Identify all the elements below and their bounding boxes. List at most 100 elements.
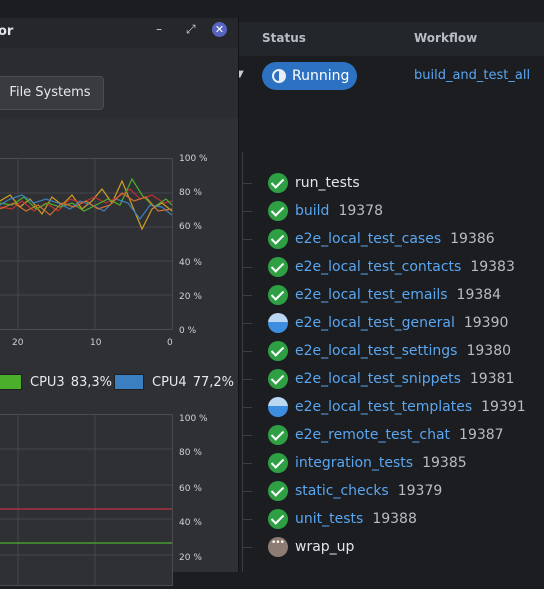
- job-row[interactable]: e2e_local_test_emails 19384: [242, 285, 501, 305]
- cpu-axis-label: 80 %: [179, 188, 202, 198]
- job-row[interactable]: integration_tests 19385: [242, 453, 467, 473]
- cpu-graph-svg: [0, 159, 173, 329]
- tree-connector: [242, 210, 252, 212]
- memory-axis-label: 100 %: [179, 414, 208, 424]
- job-row[interactable]: e2e_local_test_contacts 19383: [242, 257, 515, 277]
- time-axis-label: 0: [167, 338, 173, 348]
- job-row[interactable]: e2e_remote_test_chat 19387: [242, 425, 504, 445]
- tree-line: [242, 152, 243, 572]
- check-circle-icon: [268, 229, 288, 249]
- workflow-link[interactable]: build_and_test_all: [414, 68, 531, 83]
- memory-axis-label: 80 %: [179, 448, 202, 458]
- check-circle-icon: [268, 257, 288, 277]
- workflow-column-header: Workflow: [414, 31, 478, 45]
- time-axis-label: 10: [90, 338, 102, 348]
- cpu3-swatch[interactable]: [0, 374, 22, 390]
- job-row[interactable]: e2e_local_test_general 19390: [242, 313, 508, 333]
- job-id: 19388: [372, 511, 417, 527]
- tree-connector: [242, 546, 252, 548]
- pending-icon: [268, 537, 288, 557]
- cpu-axis-label: 60 %: [179, 222, 202, 232]
- legend-cpu4[interactable]: CPU4 77,2%: [114, 372, 234, 392]
- tree-connector: [242, 462, 252, 464]
- tree-connector: [242, 322, 252, 324]
- job-row[interactable]: unit_tests 19388: [242, 509, 417, 529]
- legend-label: CPU4: [152, 374, 187, 390]
- check-circle-icon: [268, 481, 288, 501]
- cpu-history-pane: 100 % 80 % 60 % 40 % 20 % 0 %: [0, 120, 238, 390]
- tree-connector: [242, 350, 252, 352]
- tree-connector: [242, 490, 252, 492]
- cpu4-swatch[interactable]: [114, 374, 144, 390]
- cpu-axis-label: 100 %: [179, 154, 208, 164]
- legend-label: CPU3: [30, 374, 65, 390]
- cpu-axis-label: 0 %: [179, 326, 197, 336]
- job-id: 19378: [338, 203, 383, 219]
- job-id: 19385: [422, 455, 467, 471]
- job-row[interactable]: e2e_local_test_settings 19380: [242, 341, 511, 361]
- job-id: 19386: [450, 231, 495, 247]
- time-axis-label: 20: [12, 338, 24, 348]
- tree-connector: [242, 518, 252, 520]
- job-name[interactable]: e2e_local_test_contacts: [295, 259, 462, 275]
- check-circle-icon: [268, 173, 288, 193]
- memory-graph-svg: [0, 415, 172, 585]
- tree-connector: [242, 434, 252, 436]
- check-circle-icon: [268, 285, 288, 305]
- job-id: 19383: [470, 259, 515, 275]
- job-row[interactable]: e2e_local_test_templates 19391: [242, 397, 526, 417]
- window-title: or: [0, 24, 14, 39]
- legend-value: 83,3%: [70, 374, 113, 390]
- in-progress-icon: [268, 397, 288, 417]
- running-icon: [272, 69, 286, 83]
- minimize-icon[interactable]: –: [156, 22, 162, 36]
- job-row[interactable]: run_tests: [242, 173, 360, 193]
- job-row[interactable]: wrap_up: [242, 537, 354, 557]
- tree-connector: [242, 294, 252, 296]
- tree-connector: [242, 182, 252, 184]
- cpu-graph: [0, 158, 173, 330]
- job-id: 19387: [459, 427, 504, 443]
- job-id: 19379: [397, 483, 443, 499]
- job-row[interactable]: static_checks 19379: [242, 481, 442, 501]
- job-name[interactable]: e2e_local_test_cases: [295, 231, 442, 247]
- job-id: 19380: [466, 343, 512, 359]
- job-name[interactable]: integration_tests: [295, 455, 414, 471]
- legend-cpu3[interactable]: CPU3 83,3%: [0, 372, 112, 392]
- memory-axis-label: 20 %: [179, 553, 202, 563]
- system-monitor-window: or – ⤢ ✕ File Systems 100 % 80 % 60 %: [0, 18, 239, 586]
- check-circle-icon: [268, 341, 288, 361]
- check-circle-icon: [268, 425, 288, 445]
- maximize-icon[interactable]: ⤢: [186, 22, 196, 36]
- job-row[interactable]: e2e_local_test_cases 19386: [242, 229, 495, 249]
- status-badge[interactable]: Running: [262, 62, 357, 90]
- check-circle-icon: [268, 201, 288, 221]
- tab-file-systems[interactable]: File Systems: [0, 76, 104, 110]
- job-name[interactable]: static_checks: [295, 483, 389, 499]
- job-name[interactable]: unit_tests: [295, 511, 364, 527]
- check-circle-icon: [268, 453, 288, 473]
- job-name[interactable]: e2e_local_test_settings: [295, 343, 458, 359]
- chevron-down-icon[interactable]: ▼: [236, 69, 244, 80]
- job-row[interactable]: build 19378: [242, 201, 383, 221]
- job-id: 19384: [456, 287, 502, 303]
- tree-connector: [242, 378, 252, 380]
- legend-value: 77,2%: [192, 374, 235, 390]
- tree-connector: [242, 238, 252, 240]
- status-column-header: Status: [262, 31, 306, 45]
- close-icon[interactable]: ✕: [212, 22, 227, 37]
- job-name: run_tests: [295, 175, 360, 191]
- job-name[interactable]: build: [295, 203, 330, 219]
- job-name: wrap_up: [295, 539, 355, 555]
- job-name[interactable]: e2e_local_test_templates: [295, 399, 473, 415]
- job-name[interactable]: e2e_remote_test_chat: [295, 427, 451, 443]
- tree-connector: [242, 266, 252, 268]
- status-badge-label: Running: [292, 68, 350, 84]
- in-progress-icon: [268, 313, 288, 333]
- job-row[interactable]: e2e_local_test_snippets 19381: [242, 369, 514, 389]
- job-name[interactable]: e2e_local_test_snippets: [295, 371, 461, 387]
- job-id: 19381: [469, 371, 515, 387]
- job-name[interactable]: e2e_local_test_emails: [295, 287, 448, 303]
- check-circle-icon: [268, 369, 288, 389]
- job-name[interactable]: e2e_local_test_general: [295, 315, 455, 331]
